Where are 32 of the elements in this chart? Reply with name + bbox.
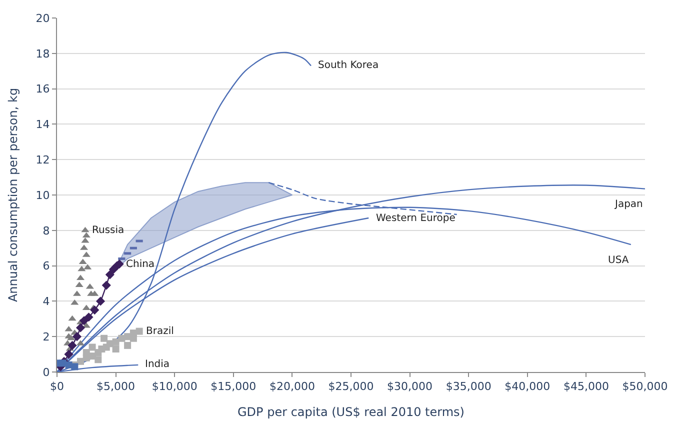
x-tick-label: $0 (50, 380, 64, 394)
annotation: Western Europe (376, 213, 456, 224)
x-tick-label: $30,000 (387, 380, 433, 394)
annotation: USA (608, 255, 629, 266)
y-tick-label: 8 (42, 224, 50, 238)
annotation: India (145, 359, 170, 370)
annotation: Japan (614, 199, 643, 210)
x-tick-label: $35,000 (446, 380, 492, 394)
x-axis-title: GDP per capita (US$ real 2010 terms) (238, 405, 464, 420)
x-tick-label: $15,000 (210, 380, 256, 394)
x-tick-label: $50,000 (622, 380, 668, 394)
x-tick-label: $40,000 (504, 380, 550, 394)
y-tick-label: 4 (42, 295, 50, 308)
y-tick-label: 10 (36, 188, 50, 202)
y-tick-label: 20 (36, 12, 50, 25)
x-tick-label: $25,000 (328, 380, 374, 394)
annotation: South Korea (318, 60, 379, 71)
y-tick-label: 0 (42, 366, 50, 379)
y-tick-label: 6 (42, 260, 50, 273)
x-tick-label: $45,000 (563, 380, 609, 394)
x-tick-label: $20,000 (269, 380, 315, 394)
x-tick-label: $10,000 (152, 380, 198, 394)
annotation: Russia (92, 225, 124, 236)
x-tick-label: $5,000 (96, 380, 136, 394)
y-tick-label: 14 (36, 118, 50, 132)
y-tick-label: 2 (42, 330, 50, 344)
y-tick-label: 16 (36, 82, 50, 96)
y-tick-label: 12 (36, 153, 50, 166)
y-tick-label: 18 (36, 47, 50, 60)
y-axis-title: Annual consumption per person, kg (6, 88, 20, 302)
annotation: Brazil (146, 326, 174, 337)
annotation: China (126, 259, 155, 270)
